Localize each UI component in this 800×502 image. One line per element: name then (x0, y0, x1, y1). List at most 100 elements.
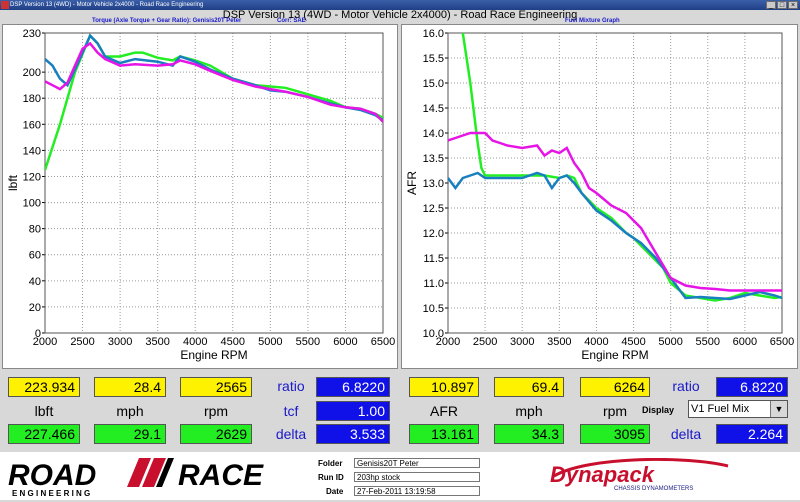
main-title: DSP Version 13 (4WD - Motor Vehicle 2x40… (222, 9, 578, 21)
y-tick-label: 100 (23, 198, 41, 210)
ratio-label: ratio (277, 378, 305, 394)
x-tick-label: 3000 (510, 336, 534, 348)
unit-mph2: mph (515, 403, 543, 419)
display-select[interactable]: V1 Fuel Mix ▼ (688, 400, 788, 418)
unit-mph: mph (116, 403, 144, 419)
y-tick-label: 10.0 (423, 328, 444, 340)
y-tick-label: 14.5 (423, 103, 444, 115)
svg-text:ROAD: ROAD (8, 459, 96, 492)
road-race-logo: ROAD RACE E N G I N E E R I N G (6, 455, 311, 502)
plot-frame (44, 32, 384, 334)
afr-chart: 2000 2500 3000 3500 4000 4500 5000 5500 6000 6500… (405, 28, 794, 362)
date-value: 27-Feb-2011 13:19:58 (354, 486, 480, 496)
afr-readout-peak: 13.161 (409, 424, 479, 444)
x-tick-label: 5000 (658, 336, 682, 348)
x-tick-label: 3000 (108, 336, 132, 348)
app-icon[interactable] (1, 1, 9, 9)
svg-text:RACE: RACE (178, 459, 264, 492)
display-select-value: V1 Fuel Mix (691, 403, 750, 415)
x-tick-label: 2000 (33, 336, 57, 348)
maximize-button[interactable]: □ (777, 1, 787, 9)
x-tick-label: 6000 (733, 336, 757, 348)
x-tick-label: 4500 (221, 336, 245, 348)
window-title: DSP Version 13 (4WD) - Motor Vehicle 2x4… (10, 2, 204, 8)
series-line-2 (45, 41, 383, 123)
window-titlebar: DSP Version 13 (4WD) - Motor Vehicle 2x4… (0, 0, 800, 10)
y-tick-label: 40 (29, 276, 41, 288)
x-axis-label: Engine RPM (581, 348, 648, 362)
minimize-button[interactable]: _ (766, 1, 776, 9)
afr-readout-cursor: 10.897 (409, 377, 479, 397)
chevron-down-icon[interactable]: ▼ (770, 401, 787, 417)
svg-text:CHASSIS DYNAMOMETERS: CHASSIS DYNAMOMETERS (614, 486, 693, 492)
y-tick-label: 140 (23, 145, 41, 157)
delta2-value: 2.264 (716, 424, 788, 444)
date-label: Date (326, 487, 344, 496)
y-tick-label: 80 (29, 224, 41, 236)
x-tick-label: 5000 (258, 336, 282, 348)
y-tick-label: 13.5 (423, 153, 444, 165)
mph2-readout-cursor: 69.4 (494, 377, 564, 397)
series-line-0 (461, 33, 782, 302)
y-tick-label: 16.0 (423, 28, 444, 40)
y-tick-label: 0 (35, 328, 41, 340)
y-tick-label: 20 (29, 302, 41, 314)
y-tick-label: 14.0 (423, 128, 444, 140)
tcf-value: 1.00 (316, 401, 390, 421)
unit-afr: AFR (430, 403, 458, 419)
torque-chart: 2000 2500 3000 3500 4000 4500 5000 5500 6000 6500… (6, 28, 395, 362)
y-tick-label: 10.5 (423, 303, 444, 315)
rpm-readout-peak: 2629 (180, 424, 252, 444)
x-tick-label: 3500 (547, 336, 571, 348)
delta-value: 3.533 (316, 424, 390, 444)
x-tick-label: 5500 (296, 336, 320, 348)
y-tick-label: 180 (23, 93, 41, 105)
folder-value: Genisis20T Peter (354, 458, 480, 468)
x-tick-label: 4000 (584, 336, 608, 348)
svg-text:Dynapack: Dynapack (550, 462, 656, 487)
y-tick-label: 11.0 (423, 278, 444, 290)
y-tick-label: 12.5 (423, 203, 444, 215)
x-axis-label: Engine RPM (180, 348, 247, 362)
ratio2-value: 6.8220 (716, 377, 788, 397)
torque-chart-panel: 2000 2500 3000 3500 4000 4500 5000 5500 6000 6500… (2, 24, 398, 369)
x-tick-label: 2500 (473, 336, 497, 348)
rpm2-readout-peak: 3095 (580, 424, 650, 444)
y-tick-label: 200 (23, 67, 41, 79)
x-tick-label: 2500 (70, 336, 94, 348)
unit-rpm: rpm (203, 403, 229, 419)
runid-label: Run ID (318, 473, 344, 482)
series-line-1 (448, 171, 782, 301)
torque-readout-peak: 227.466 (8, 424, 80, 444)
tcf-label: tcf (283, 403, 299, 419)
display-label: Display (642, 405, 675, 415)
runid-value: 203hp stock (354, 472, 480, 482)
ratio2-label: ratio (672, 378, 700, 394)
delta-label: delta (275, 426, 307, 442)
afr-chart-title: Fuel Mixture Graph (565, 18, 620, 24)
x-tick-label: 2000 (436, 336, 460, 348)
svg-text:E N G I N E E R I N G: E N G I N E E R I N G (12, 489, 90, 497)
y-tick-label: 13.0 (423, 178, 444, 190)
afr-chart-panel: 2000 2500 3000 3500 4000 4500 5000 5500 6000 6500… (401, 24, 798, 369)
y-tick-label: 12.0 (423, 228, 444, 240)
y-tick-label: 11.5 (423, 253, 444, 265)
unit-rpm2: rpm (602, 403, 628, 419)
mph-readout-peak: 29.1 (94, 424, 166, 444)
y-axis-label: lbft (6, 174, 20, 191)
delta2-label: delta (670, 426, 702, 442)
rpm-readout-cursor: 2565 (180, 377, 252, 397)
y-axis-label: AFR (405, 171, 419, 195)
folder-label: Folder (318, 459, 343, 468)
ratio-value: 6.8220 (316, 377, 390, 397)
unit-lbft: lbft (34, 403, 54, 419)
close-button[interactable]: × (788, 1, 798, 9)
dynapack-logo: Dynapack CHASSIS DYNAMOMETERS (548, 457, 738, 497)
x-tick-label: 6500 (371, 336, 395, 348)
rpm2-readout-cursor: 6264 (580, 377, 650, 397)
y-tick-label: 230 (23, 28, 41, 40)
x-tick-label: 6500 (770, 336, 794, 348)
y-tick-label: 60 (29, 250, 41, 262)
plot-frame (447, 32, 783, 334)
x-tick-label: 3500 (145, 336, 169, 348)
